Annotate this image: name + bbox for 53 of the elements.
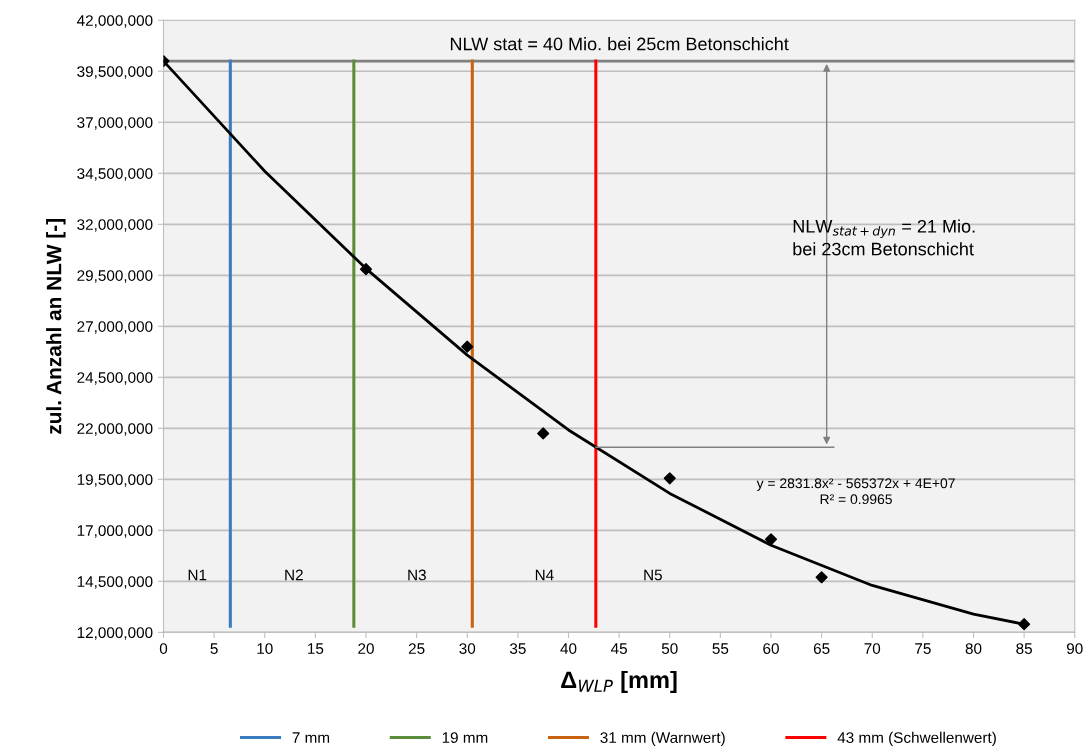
x-tick-label: 25 [408,643,425,654]
y-tick-label: 27,000,000 [77,321,153,334]
annotation: N3 [408,569,426,581]
legend-label: 19 mm [442,732,488,743]
x-tick-label: 65 [813,643,830,654]
x-tick-label: 10 [257,643,273,654]
annotation: NLW$_{stat+dyn}$ = 21 Mio. bei 23cm Betonschicht [793,219,975,256]
legend-label: 43 mm (Schwellenwert) [837,731,996,747]
point [764,533,778,546]
y-tick-label: 29,500,000 [77,270,153,283]
y-tick-label: 37,000,000 [77,117,153,130]
y-tick-label: 32,000,000 [77,219,153,232]
annotation: N2 [285,569,303,581]
x-tick-label: 70 [864,643,881,654]
y-tick-label: 22,000,000 [77,423,153,436]
annotation: N1 [188,569,207,581]
legend-label: 7 mm [292,732,330,743]
legend-label: 31 mm (Warnwert) [600,731,725,747]
point [663,472,676,485]
x-tick-label: 85 [1016,643,1032,654]
point [1018,618,1031,631]
x-tick-label: 20 [358,643,374,654]
y-axis-title: zul. Anzahl an NLW [-] [46,219,66,434]
x-tick-label: 55 [712,643,729,654]
y-tick-label: 24,500,000 [77,372,153,385]
annotation: N4 [535,569,554,581]
point [461,340,474,353]
y-tick-label: 39,500,000 [77,66,153,79]
x-axis-title: Δ$_{WLP}$ [mm] [561,670,677,693]
point [537,427,550,440]
annotation: N5 [644,569,662,581]
x-tick-label: 0 [159,643,168,654]
point [359,263,373,276]
x-tick-label: 40 [560,643,577,654]
x-tick-label: 75 [915,643,931,654]
x-tick-label: 15 [308,643,324,654]
y-tick-label: 19,500,000 [77,474,153,487]
annotation: y = 2831.8x² - 565372x + 4E+07 R² = 0.9965 [756,478,955,505]
y-tick-label: 42,000,000 [76,15,153,28]
x-tick-label: 90 [1066,643,1083,654]
x-tick-label: 45 [610,643,627,654]
y-tick-label: 12,000,000 [77,627,153,640]
x-tick-label: 5 [210,643,218,654]
x-tick-label: 35 [509,643,526,654]
x-tick-label: 50 [661,643,678,654]
x-tick-label: 80 [965,643,982,654]
annotation: NLW stat = 40 Mio. bei 25cm Betonschicht [450,37,789,51]
x-tick-label: 30 [459,643,476,654]
y-tick-label: 17,000,000 [77,525,153,538]
x-tick-label: 60 [763,643,779,654]
y-tick-label: 34,500,000 [77,168,153,181]
y-tick-label: 14,500,000 [77,576,153,589]
point [815,571,828,584]
